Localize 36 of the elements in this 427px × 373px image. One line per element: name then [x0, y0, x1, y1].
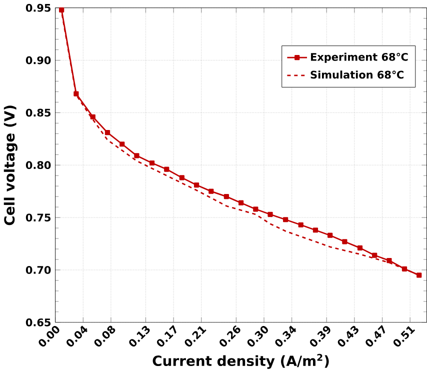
y-tick-label: 0.95	[26, 4, 50, 12]
point	[104, 130, 110, 136]
point	[357, 246, 363, 251]
y-tick-label: 0.70	[26, 266, 51, 274]
point	[149, 160, 155, 166]
y-tick-label: 0.65	[26, 318, 50, 326]
point	[283, 217, 288, 222]
point	[164, 166, 170, 172]
point	[238, 200, 244, 206]
y-tick-label: 0.80	[26, 161, 51, 170]
point	[268, 212, 273, 218]
point	[253, 206, 258, 212]
point	[372, 252, 378, 258]
point	[328, 232, 333, 238]
point	[402, 266, 408, 272]
point	[120, 142, 125, 147]
y-tick-label: 0.90	[26, 56, 51, 64]
y-axis-title: Cell voltage (V)	[4, 106, 18, 226]
legend-label: Experiment 68℃	[310, 52, 408, 63]
legend-label: Simulation 68℃	[310, 70, 404, 79]
point	[90, 114, 96, 120]
point	[342, 239, 348, 244]
point	[416, 272, 422, 278]
y-tick-label: 0.85	[26, 108, 50, 117]
point	[298, 222, 304, 228]
point	[208, 188, 214, 194]
point	[224, 194, 229, 200]
point	[386, 258, 392, 264]
point	[179, 175, 184, 180]
x-axis-title: Current density (A/m$^{2}$)	[152, 354, 329, 369]
point	[194, 182, 200, 188]
point	[59, 7, 64, 13]
point	[312, 228, 318, 233]
point	[74, 91, 79, 96]
point	[134, 153, 140, 158]
y-tick-label: 0.75	[26, 214, 50, 222]
